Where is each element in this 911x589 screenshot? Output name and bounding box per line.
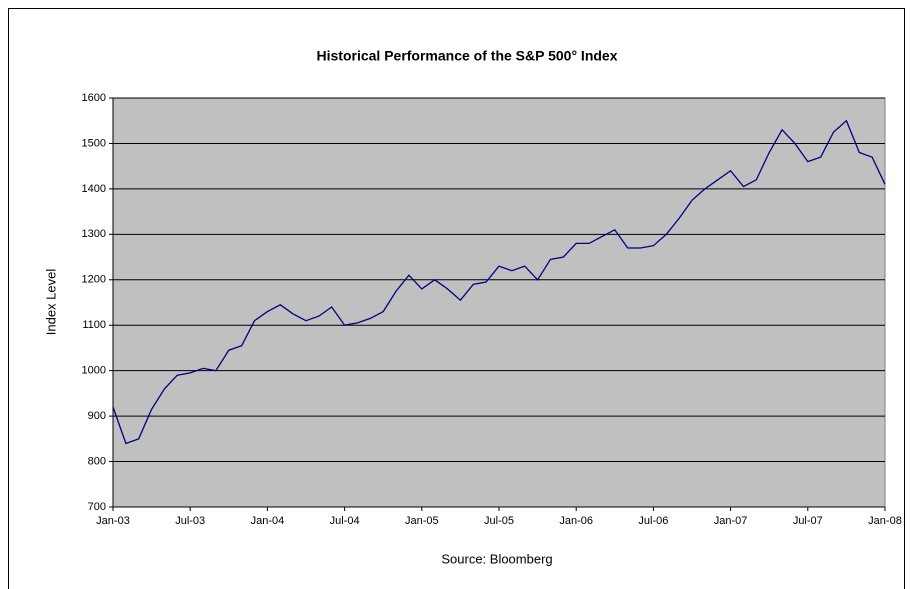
x-tick-label: Jan-08: [868, 515, 902, 527]
y-tick-label: 900: [88, 410, 106, 422]
x-tick-label: Jan-07: [714, 515, 748, 527]
y-tick-label: 1100: [82, 319, 106, 331]
plot-area: [112, 97, 886, 508]
x-tick-label: Jul-03: [175, 515, 205, 527]
source-note: Source: Bloomberg: [441, 551, 552, 566]
x-tick-label: Jan-06: [559, 515, 593, 527]
y-axis-title: Index Level: [43, 269, 58, 336]
y-tick-label: 1200: [82, 274, 106, 286]
x-tick-label: Jan-03: [96, 515, 130, 527]
y-tick-label: 1600: [82, 92, 106, 104]
y-tick-label: 700: [88, 501, 106, 513]
x-tick-label: Jan-04: [251, 515, 285, 527]
y-tick-label: 1000: [82, 365, 106, 377]
x-tick-label: Jan-05: [405, 515, 439, 527]
y-tick-label: 1400: [82, 183, 106, 195]
x-tick-label: Jul-06: [638, 515, 668, 527]
y-tick-label: 800: [88, 455, 106, 467]
line-series: [112, 119, 886, 445]
x-tick-label: Jul-05: [484, 515, 514, 527]
y-tick-label: 1500: [82, 137, 106, 149]
x-tick-label: Jul-04: [330, 515, 360, 527]
chart-title: Historical Performance of the S&P 500° I…: [317, 48, 618, 64]
y-tick-label: 1300: [82, 228, 106, 240]
x-tick-label: Jul-07: [793, 515, 823, 527]
